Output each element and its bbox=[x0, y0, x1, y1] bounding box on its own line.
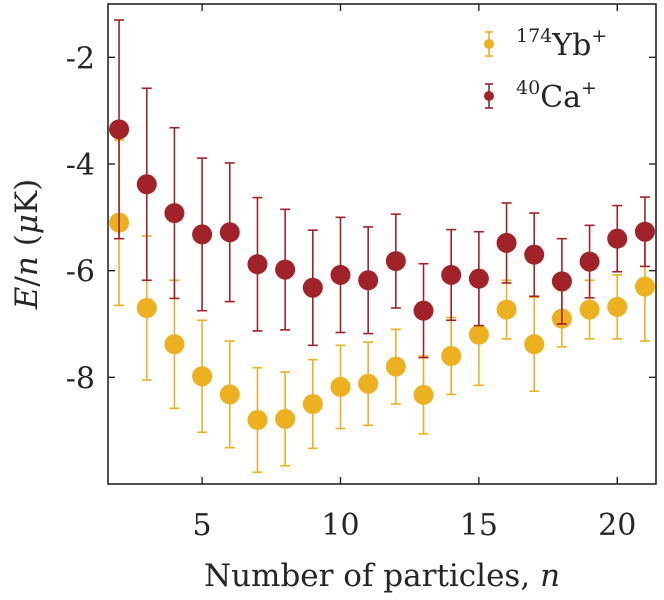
plot-frame bbox=[107, 3, 657, 485]
y-axis-label-unit: K) bbox=[9, 179, 45, 214]
data-point bbox=[302, 394, 323, 414]
data-point bbox=[219, 384, 240, 405]
axis-ticks: 5 10 15 20 -8 -6 -4 -2 bbox=[66, 4, 656, 543]
data-point bbox=[634, 221, 655, 242]
y-axis-label-n: n bbox=[9, 256, 45, 276]
legend-yb-charge: + bbox=[591, 25, 607, 47]
y-axis-label: E/n (μK) bbox=[9, 179, 45, 310]
data-point bbox=[634, 276, 655, 297]
legend-ca-charge: + bbox=[581, 77, 597, 99]
x-tick-label: 20 bbox=[598, 508, 636, 543]
data-point bbox=[441, 264, 462, 285]
legend-ca-element: Ca bbox=[540, 80, 581, 115]
y-axis-label-energy: E bbox=[9, 286, 45, 310]
data-point bbox=[358, 373, 379, 394]
plot-area bbox=[109, 19, 655, 474]
data-point bbox=[302, 277, 323, 298]
data-point bbox=[524, 334, 545, 355]
data-point bbox=[468, 324, 489, 345]
data-point bbox=[136, 174, 157, 195]
y-tick-label: -2 bbox=[66, 41, 95, 76]
data-point bbox=[358, 270, 379, 291]
data-point bbox=[441, 346, 462, 366]
data-point bbox=[192, 224, 213, 245]
legend-ca-marker-icon bbox=[484, 91, 494, 101]
data-point bbox=[413, 384, 434, 405]
y-axis-label-open: ( bbox=[9, 234, 45, 256]
legend: 174Yb+ 40Ca+ bbox=[484, 25, 607, 115]
y-tick-label: -8 bbox=[66, 361, 95, 396]
x-tick-label: 5 bbox=[193, 508, 212, 543]
x-axis-label-text: Number of particles, bbox=[204, 558, 540, 594]
legend-yb-label: 174Yb+ bbox=[516, 25, 607, 63]
data-point bbox=[330, 264, 351, 285]
data-point bbox=[579, 251, 600, 272]
data-point bbox=[164, 334, 185, 355]
legend-ca-label: 40Ca+ bbox=[516, 77, 597, 115]
data-point bbox=[247, 410, 268, 430]
data-point bbox=[136, 298, 157, 318]
data-point bbox=[385, 356, 406, 377]
legend-entry-ca: 40Ca+ bbox=[484, 77, 597, 115]
data-point bbox=[468, 268, 489, 289]
x-tick-label: 15 bbox=[460, 508, 498, 543]
data-point bbox=[551, 271, 572, 292]
y-axis-label-mu: μ bbox=[9, 214, 45, 234]
x-axis-label-variable: n bbox=[540, 558, 560, 594]
y-tick-label: -4 bbox=[66, 148, 95, 183]
y-tick-label: -6 bbox=[66, 255, 95, 290]
x-tick-label: 10 bbox=[321, 508, 359, 543]
data-point bbox=[164, 203, 185, 224]
data-point bbox=[496, 299, 517, 320]
data-point bbox=[496, 232, 517, 253]
legend-yb-marker-icon bbox=[484, 39, 494, 49]
data-point bbox=[413, 300, 434, 321]
data-point bbox=[219, 222, 240, 243]
series-yb bbox=[109, 139, 655, 474]
data-point bbox=[275, 408, 296, 429]
data-point bbox=[192, 366, 213, 387]
legend-ca-isotope: 40 bbox=[516, 77, 540, 99]
data-point bbox=[109, 119, 130, 140]
data-point bbox=[579, 299, 600, 320]
data-point bbox=[524, 244, 545, 265]
legend-entry-yb: 174Yb+ bbox=[484, 25, 607, 63]
data-point bbox=[385, 251, 406, 272]
y-axis-label-slash: / bbox=[9, 276, 45, 287]
data-point bbox=[607, 228, 628, 249]
x-axis-label: Number of particles, n bbox=[204, 558, 560, 594]
data-point bbox=[607, 296, 628, 317]
data-point bbox=[275, 259, 296, 280]
data-point bbox=[247, 254, 268, 275]
legend-yb-element: Yb bbox=[551, 28, 591, 63]
legend-yb-isotope: 174 bbox=[516, 25, 552, 47]
series-ca bbox=[109, 19, 655, 359]
data-point bbox=[330, 376, 351, 397]
